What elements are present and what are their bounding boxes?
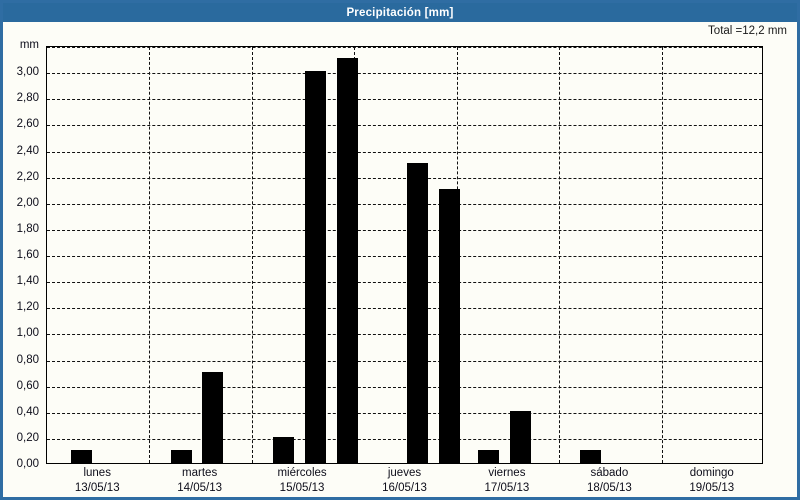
x-axis-date-label: 17/05/13 [484, 482, 530, 494]
x-axis-date-label: 18/05/13 [586, 482, 632, 494]
bar [509, 410, 531, 463]
x-axis-day-label: jueves [387, 467, 422, 479]
y-axis: mm 0,00 0,20 0,40 0,60 0,80 1,00 1,20 1,40 1,60 1… [3, 39, 43, 470]
x-axis-date-label: 16/05/13 [382, 482, 427, 494]
x-axis-tick-group: viernes 17/05/13 [456, 466, 558, 496]
x-axis-tick-group: domingo 19/05/13 [661, 466, 763, 496]
x-axis-tick-group: lunes 13/05/13 [46, 466, 148, 496]
gridline-vertical [149, 47, 151, 463]
gridline-horizontal [47, 177, 762, 179]
total-annotation: Total =12,2 mm [708, 25, 787, 37]
x-axis: lunes 13/05/13 martes 14/05/13 miércoles 15/0… [46, 466, 763, 500]
y-axis-tick-label: 2,60 [16, 118, 39, 131]
window-title-bar: Precipitación [mm] [3, 3, 797, 22]
bar [202, 371, 224, 463]
page-title: Precipitación [mm] [346, 6, 454, 19]
bar [477, 449, 499, 463]
x-axis-tick-group: martes 14/05/13 [148, 466, 250, 496]
x-axis-day-label: viernes [488, 467, 526, 479]
x-axis-date-label: 14/05/13 [177, 482, 223, 494]
bar [273, 436, 295, 463]
y-axis-tick-label: 0,80 [16, 353, 39, 366]
x-axis-date-label: 19/05/13 [689, 482, 735, 494]
gridline-horizontal [47, 99, 762, 101]
gridline-horizontal [47, 308, 762, 310]
gridline-horizontal [47, 151, 762, 153]
bar [439, 188, 461, 463]
y-axis-unit-label: mm [19, 39, 39, 51]
y-axis-tick-label: 0,00 [16, 458, 39, 470]
bar [71, 449, 93, 463]
x-axis-date-label: 13/05/13 [74, 482, 120, 494]
y-axis-tick-label: 2,80 [16, 92, 39, 105]
gridline-vertical [661, 47, 663, 463]
x-axis-day-label: martes [182, 467, 218, 479]
gridline-horizontal [47, 412, 762, 414]
gridline-horizontal [47, 282, 762, 284]
bar [170, 449, 192, 463]
gridline-horizontal [47, 47, 762, 48]
y-axis-tick-label: 2,40 [16, 144, 39, 157]
y-axis-tick-label: 1,40 [16, 275, 39, 288]
y-axis-tick-label: 1,20 [16, 301, 39, 314]
x-axis-tick-group: miércoles 15/05/13 [251, 466, 353, 496]
y-axis-tick-label: 1,00 [16, 327, 39, 340]
gridline-horizontal [47, 73, 762, 75]
x-axis-date-label: 15/05/13 [279, 482, 325, 494]
x-axis-tick-group: jueves 16/05/13 [353, 466, 455, 496]
gridline-horizontal [47, 334, 762, 336]
x-axis-day-label: lunes [83, 467, 111, 479]
gridline-vertical [251, 47, 253, 463]
gridline-horizontal [47, 256, 762, 257]
y-axis-tick-label: 3,00 [16, 66, 39, 79]
bar [336, 58, 358, 463]
y-axis-tick-label: 2,20 [16, 170, 39, 183]
bar [304, 71, 326, 463]
x-axis-day-label: domingo [689, 467, 734, 479]
bar [580, 449, 602, 463]
x-axis-tick-group: sábado 18/05/13 [558, 466, 660, 496]
y-axis-tick-label: 2,00 [16, 196, 39, 209]
gridline-vertical [559, 47, 561, 463]
plot-wrapper [46, 46, 763, 464]
y-axis-tick-label: 1,80 [16, 222, 39, 235]
gridline-horizontal [47, 203, 762, 205]
plot-area [46, 46, 763, 464]
gridline-horizontal [47, 438, 762, 440]
gridline-horizontal [47, 125, 762, 127]
y-axis-tick-label: 1,60 [16, 249, 39, 261]
y-axis-tick-label: 0,60 [16, 379, 39, 392]
x-axis-day-label: miércoles [277, 467, 327, 479]
y-axis-tick-label: 0,40 [16, 405, 39, 418]
bar [407, 162, 429, 463]
gridline-horizontal [47, 360, 762, 362]
gridline-horizontal [47, 386, 762, 388]
gridline-horizontal [47, 229, 762, 231]
x-axis-day-label: sábado [590, 467, 629, 479]
y-axis-tick-label: 0,20 [16, 431, 39, 444]
